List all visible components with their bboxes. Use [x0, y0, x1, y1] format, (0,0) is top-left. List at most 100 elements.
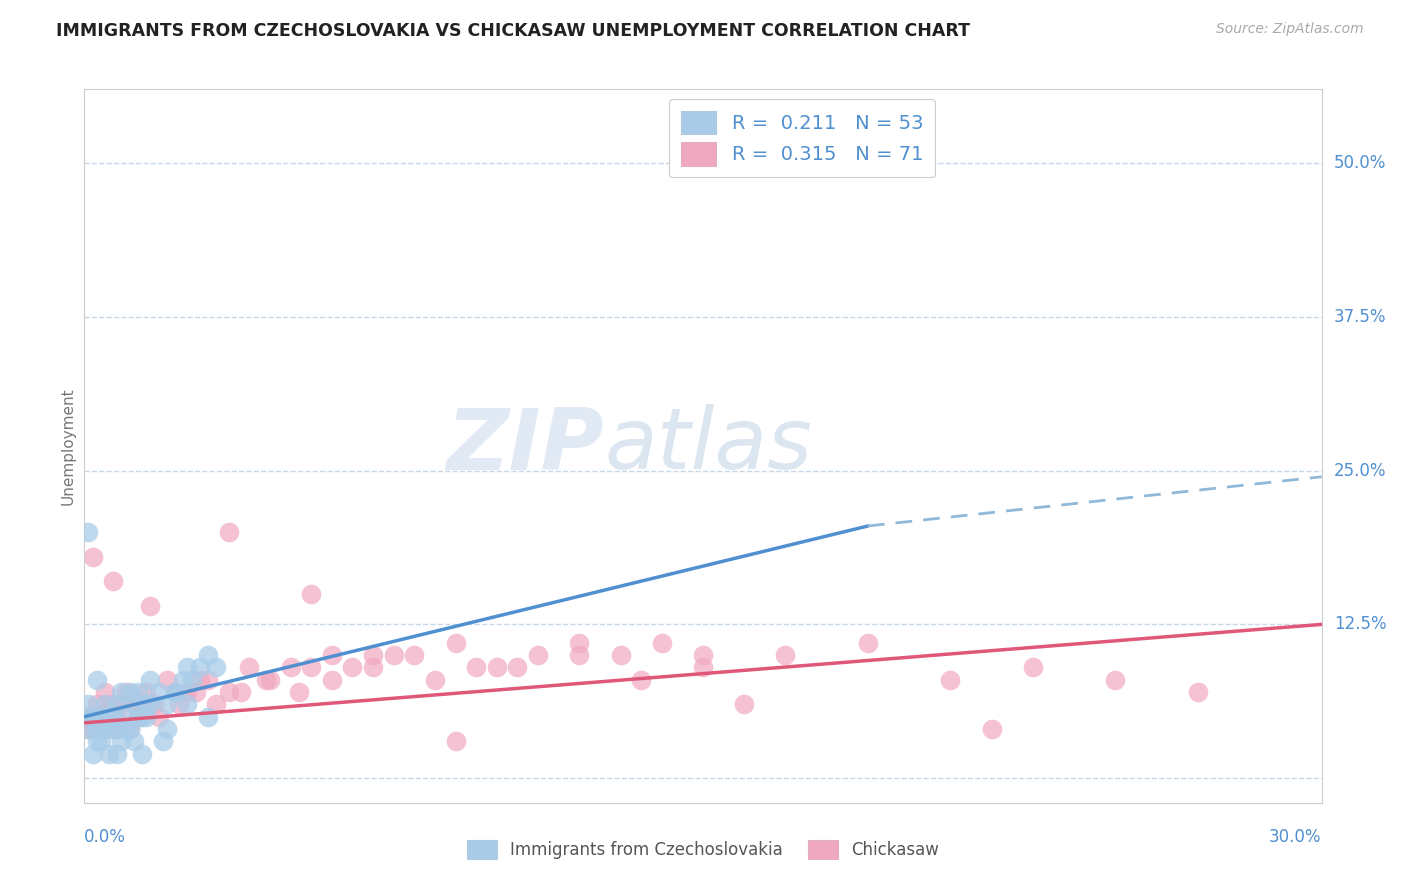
Point [288, 685, 311, 699]
Point [238, 660, 260, 674]
Text: 50.0%: 50.0% [1334, 154, 1386, 172]
Point [1187, 685, 1209, 699]
Text: 12.5%: 12.5% [1334, 615, 1386, 633]
Point [205, 698, 228, 712]
Point [321, 648, 343, 662]
Point [218, 525, 240, 540]
Point [609, 648, 631, 662]
Point [139, 673, 162, 687]
Point [98, 698, 121, 712]
Point [90, 709, 112, 723]
Point [127, 709, 149, 723]
Point [1022, 660, 1045, 674]
Point [90, 709, 112, 723]
Point [188, 673, 211, 687]
Point [527, 648, 550, 662]
Point [342, 660, 364, 674]
Text: 25.0%: 25.0% [1334, 461, 1386, 480]
Point [105, 722, 128, 736]
Point [118, 685, 141, 699]
Point [139, 698, 162, 712]
Point [77, 698, 100, 712]
Point [361, 648, 384, 662]
Point [114, 685, 136, 699]
Point [148, 709, 170, 723]
Text: Source: ZipAtlas.com: Source: ZipAtlas.com [1216, 22, 1364, 37]
Point [127, 685, 149, 699]
Point [139, 599, 162, 613]
Point [506, 660, 529, 674]
Text: 0.0%: 0.0% [84, 828, 127, 846]
Point [180, 673, 202, 687]
Point [127, 709, 149, 723]
Point [692, 648, 714, 662]
Point [856, 150, 879, 164]
Point [122, 698, 145, 712]
Point [105, 709, 128, 723]
Point [1104, 673, 1126, 687]
Point [94, 722, 117, 736]
Point [131, 747, 153, 761]
Point [152, 734, 174, 748]
Point [86, 709, 108, 723]
Point [733, 698, 755, 712]
Point [630, 673, 652, 687]
Point [856, 636, 879, 650]
Point [82, 549, 104, 564]
Point [321, 673, 343, 687]
Point [485, 660, 508, 674]
Point [77, 525, 100, 540]
Point [197, 709, 219, 723]
Point [184, 685, 207, 699]
Point [280, 660, 302, 674]
Point [156, 722, 179, 736]
Point [188, 660, 211, 674]
Point [82, 709, 104, 723]
Point [82, 709, 104, 723]
Text: 30.0%: 30.0% [1270, 828, 1322, 846]
Point [98, 747, 121, 761]
Point [254, 673, 277, 687]
Point [103, 574, 125, 589]
Point [197, 648, 219, 662]
Point [299, 660, 322, 674]
Point [229, 685, 252, 699]
Point [568, 636, 591, 650]
Point [176, 698, 198, 712]
Point [94, 685, 117, 699]
Point [156, 698, 179, 712]
Point [980, 722, 1002, 736]
Point [423, 673, 446, 687]
Point [122, 698, 145, 712]
Point [259, 673, 281, 687]
Point [82, 709, 104, 723]
Point [197, 673, 219, 687]
Point [651, 636, 673, 650]
Point [205, 660, 228, 674]
Point [77, 722, 100, 736]
Point [114, 722, 136, 736]
Point [135, 709, 157, 723]
Point [94, 698, 117, 712]
Point [105, 722, 128, 736]
Point [568, 648, 591, 662]
Point [118, 722, 141, 736]
Point [361, 660, 384, 674]
Point [105, 747, 128, 761]
Point [86, 722, 108, 736]
Point [156, 673, 179, 687]
Point [218, 685, 240, 699]
Point [131, 698, 153, 712]
Point [382, 648, 405, 662]
Point [103, 709, 125, 723]
Point [110, 698, 132, 712]
Text: ZIP: ZIP [446, 404, 605, 488]
Point [167, 698, 190, 712]
Text: atlas: atlas [605, 404, 813, 488]
Point [86, 722, 108, 736]
Point [103, 709, 125, 723]
Point [444, 734, 467, 748]
Point [444, 636, 467, 650]
Point [114, 709, 136, 723]
Point [118, 722, 141, 736]
